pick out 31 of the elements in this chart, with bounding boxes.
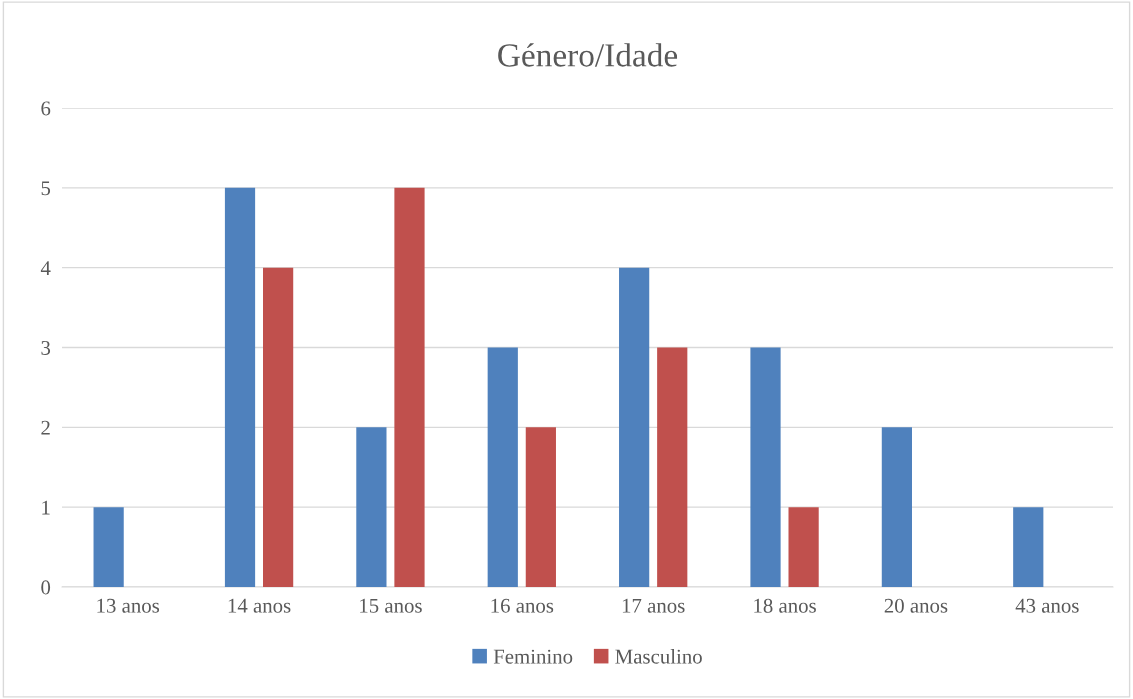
- x-tick-label: 15 anos: [360, 598, 422, 613]
- x-tick-label: 13 anos: [97, 598, 160, 613]
- x-tick-label: 14 anos: [228, 598, 291, 613]
- y-tick-label: 2: [41, 420, 50, 435]
- bar: [487, 347, 518, 587]
- bar: [881, 427, 912, 587]
- x-tick-label: 16 anos: [491, 598, 554, 613]
- x-tick-label: 17 anos: [622, 598, 685, 613]
- y-tick-label: 1: [42, 500, 50, 515]
- x-tick-label: 43 anos: [1015, 598, 1079, 613]
- bar: [356, 427, 387, 587]
- bar: [224, 187, 256, 587]
- chart-title: Género/Idade: [498, 43, 678, 67]
- y-tick-label: 6: [41, 101, 51, 116]
- y-tick-label: 0: [41, 580, 51, 595]
- bar: [788, 507, 819, 587]
- x-tick-label: 18 anos: [754, 598, 816, 613]
- y-tick-label: 3: [41, 340, 51, 355]
- bar: [394, 187, 425, 587]
- bar: [263, 267, 294, 587]
- bar: [619, 267, 650, 587]
- bar: [657, 347, 688, 587]
- bar: [93, 507, 124, 587]
- x-tick-label: 20 anos: [884, 598, 948, 613]
- bar: [525, 427, 556, 587]
- y-tick-label: 5: [41, 181, 51, 196]
- legend-label: Masculino: [615, 648, 702, 664]
- legend-label: Feminino: [493, 649, 573, 664]
- bar: [1013, 507, 1044, 587]
- y-tick-label: 4: [40, 261, 51, 275]
- bar: [750, 347, 781, 587]
